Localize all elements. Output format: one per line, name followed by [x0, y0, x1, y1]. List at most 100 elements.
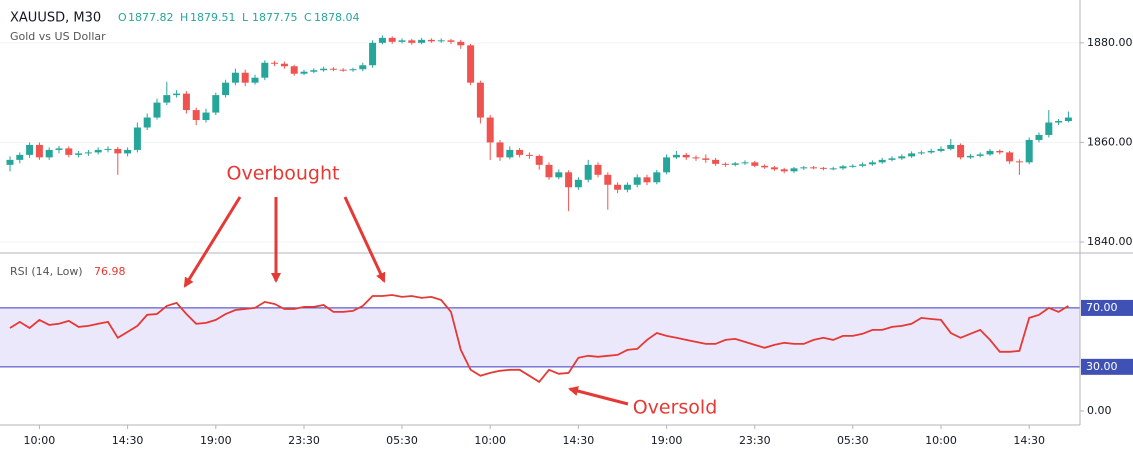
- candle-body: [721, 163, 729, 165]
- candle-body: [163, 95, 171, 103]
- candle-body: [888, 158, 896, 160]
- candle-body: [6, 159, 14, 165]
- candle-body: [780, 169, 788, 172]
- x-tick-label: 10:00: [925, 434, 957, 447]
- candle-body: [320, 68, 328, 71]
- candle-body: [1055, 121, 1063, 123]
- candle-body: [516, 149, 524, 155]
- candle-body: [35, 144, 43, 158]
- rsi-last-value: 76.98: [94, 265, 126, 278]
- candle-body: [574, 179, 582, 188]
- candle-body: [1045, 122, 1053, 135]
- candle-body: [378, 37, 386, 43]
- annotation: Overbought: [227, 163, 340, 185]
- symbol-subtitle: Gold vs US Dollar: [10, 30, 106, 43]
- candle-body: [261, 62, 269, 78]
- candle-body: [329, 68, 337, 70]
- x-tick-label: 14:30: [112, 434, 144, 447]
- candle-body: [280, 63, 288, 67]
- candle-body: [535, 155, 543, 165]
- candle-body: [84, 152, 92, 154]
- ohlc-value: 1877.75: [252, 11, 298, 24]
- candle-body: [271, 62, 279, 64]
- candle-body: [996, 150, 1004, 153]
- candle-body: [761, 165, 769, 168]
- candle-body: [55, 148, 63, 150]
- candle-body: [731, 163, 739, 165]
- candle-body: [408, 40, 416, 43]
- rsi-band: [0, 307, 1080, 367]
- candle-body: [643, 177, 651, 183]
- candle-body: [927, 150, 935, 153]
- candle-body: [290, 66, 298, 74]
- candle-body: [447, 40, 455, 42]
- candle-body: [937, 148, 945, 151]
- candle-body: [202, 112, 210, 121]
- candle-body: [839, 166, 847, 169]
- candle-body: [878, 159, 886, 163]
- candle-body: [467, 45, 475, 83]
- candle-body: [310, 70, 318, 72]
- candle-body: [16, 154, 24, 160]
- candle-body: [300, 71, 308, 74]
- ohlc-value: 1879.51: [190, 11, 236, 24]
- candle-body: [124, 149, 132, 154]
- candle-body: [966, 155, 974, 158]
- y-tick-label: 1860.00: [1087, 135, 1133, 148]
- candle-body: [947, 144, 955, 149]
- candle-body: [94, 149, 102, 153]
- y-tick-label: 30.00: [1086, 360, 1118, 373]
- x-tick-label: 14:30: [563, 434, 595, 447]
- candle-body: [506, 149, 514, 158]
- candle-body: [594, 164, 602, 175]
- candle-body: [672, 154, 680, 158]
- x-tick-label: 05:30: [386, 434, 418, 447]
- candle-body: [339, 69, 347, 71]
- candle-body: [75, 153, 83, 155]
- candle-body: [192, 110, 200, 121]
- candle-body: [898, 156, 906, 159]
- arrow: [568, 386, 629, 406]
- candle-body: [682, 154, 690, 158]
- candle-body: [986, 150, 994, 155]
- candle-body: [584, 164, 592, 180]
- y-tick-label: 0.00: [1087, 404, 1112, 417]
- ohlc-label: H: [180, 11, 188, 24]
- candle-body: [427, 39, 435, 42]
- candle-body: [182, 93, 190, 111]
- candle-body: [565, 172, 573, 188]
- candle-body: [359, 65, 367, 70]
- x-tick-label: 23:30: [288, 434, 320, 447]
- candle-body: [1035, 134, 1043, 140]
- candle-body: [800, 167, 808, 169]
- ohlc-label: L: [242, 11, 249, 24]
- candle-body: [496, 142, 504, 158]
- candle-body: [633, 177, 641, 185]
- candle-body: [437, 40, 445, 42]
- annotation: Oversold: [633, 397, 718, 419]
- candle-body: [143, 117, 151, 128]
- candle-body: [418, 39, 426, 43]
- candle-body: [104, 148, 112, 150]
- x-tick-label: 19:00: [651, 434, 683, 447]
- candle-body: [741, 162, 749, 164]
- candle-body: [663, 157, 671, 173]
- candle-body: [45, 149, 53, 158]
- arrow: [343, 196, 386, 283]
- annotation-arrows: [183, 196, 629, 406]
- arrow: [183, 196, 242, 288]
- candle-body: [525, 154, 533, 156]
- candle-body: [653, 172, 661, 183]
- candle-body: [398, 40, 406, 42]
- candle-body: [555, 172, 563, 178]
- rsi-line: [9, 294, 1069, 384]
- candle-body: [1015, 161, 1023, 163]
- symbol-title: XAUUSD, M30: [10, 11, 101, 26]
- candle-body: [790, 168, 798, 172]
- candle-body: [1025, 139, 1033, 163]
- candle-body: [222, 82, 230, 96]
- candle-body: [388, 37, 396, 42]
- x-tick-label: 19:00: [200, 434, 232, 447]
